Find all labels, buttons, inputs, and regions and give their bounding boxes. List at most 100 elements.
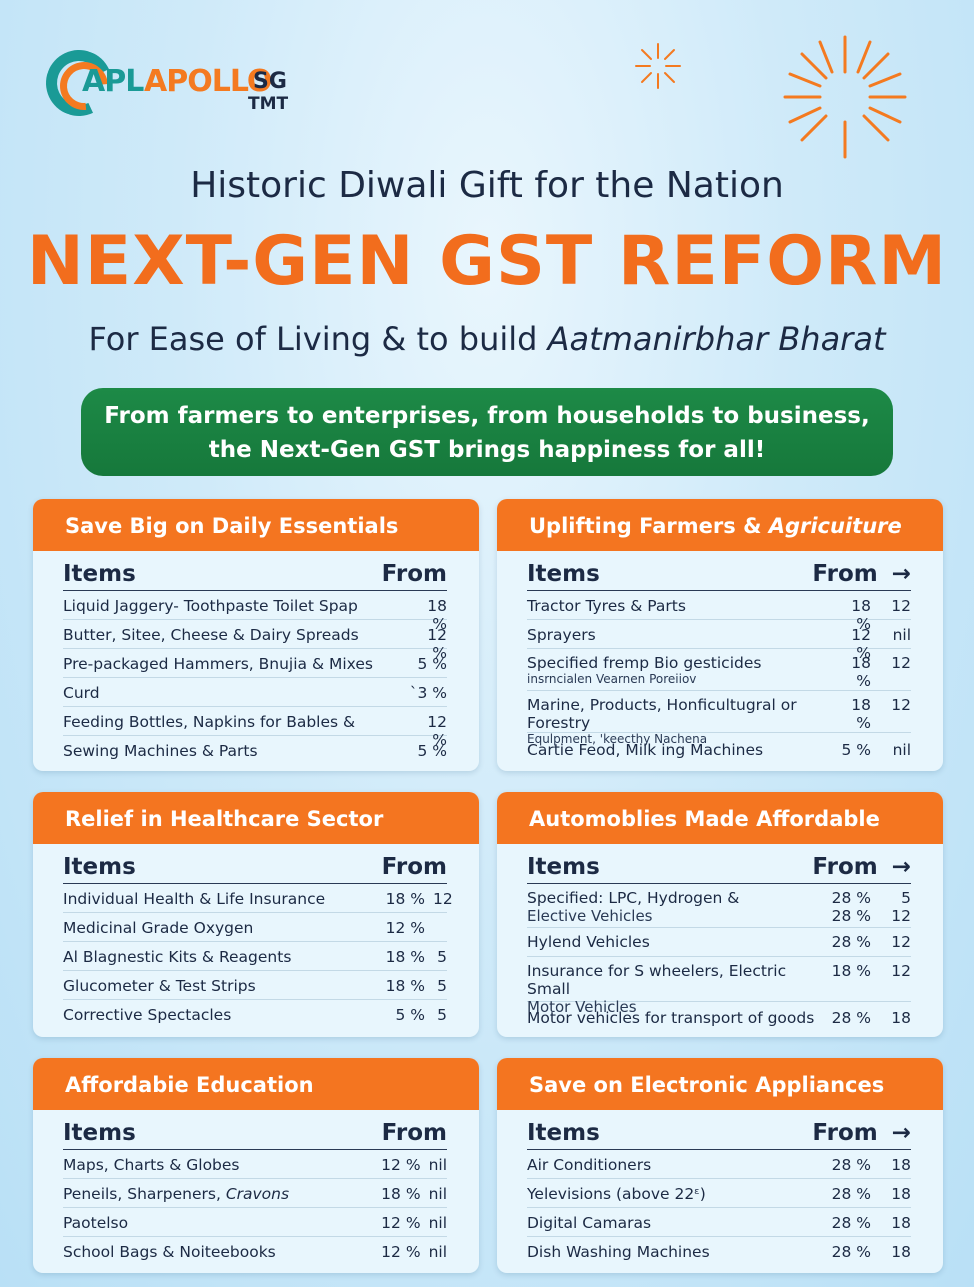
item-rate: 5 % xyxy=(841,741,871,759)
items-header: Items xyxy=(63,1120,136,1146)
from-header: From → xyxy=(812,1120,911,1146)
item-name-main: Specified fremp Bio gesticides xyxy=(527,654,762,672)
item-rate: 18 % xyxy=(385,890,425,908)
table-row: Tractor Tyres & Parts 18 % 12 xyxy=(527,591,911,633)
item-new-rate: nil xyxy=(892,626,911,644)
table-row: School Bags & Noiteebooks 12 % nil xyxy=(63,1237,447,1266)
item-new-rate-2: 12 xyxy=(891,907,911,925)
item-rate: 12 % xyxy=(385,919,425,937)
table-row: Butter, Sitee, Cheese & Dairy Spreads 12 … xyxy=(63,620,447,662)
item-rate: 18 % xyxy=(851,654,871,690)
item-name: Pre-packaged Hammers, Bnujia & Mixes xyxy=(63,655,373,673)
item-name: Sewing Machines & Parts xyxy=(63,742,258,760)
item-name-italic: Cravons xyxy=(225,1185,290,1203)
item-name: Tractor Tyres & Parts xyxy=(527,597,686,615)
item-name: Peneils, Sharpeners, Cravons xyxy=(63,1185,381,1203)
table-row: Yelevisions (above 22ᵋ) 28 % 18 xyxy=(527,1179,911,1208)
item-rate: 18 % xyxy=(851,696,871,732)
table-row: Marine, Products, Honficultugral or Fore… xyxy=(527,691,911,746)
items-header: Items xyxy=(527,1120,600,1146)
table-row: Individual Health & Life Insurance 18 % 12 xyxy=(63,884,453,913)
item-new-rate: 18 xyxy=(891,1156,911,1174)
item-rate: 5 % xyxy=(417,655,447,673)
logo-sg-text: SG xyxy=(253,69,287,94)
from-header: From xyxy=(382,854,447,880)
item-new-rate xyxy=(433,919,447,937)
table-row: Glucometer & Test Strips 18 % 5 xyxy=(63,971,447,1000)
table-row: Medicinal Grade Oxygen 12 % xyxy=(63,913,447,942)
item-name-plain: Peneils, Sharpeners, xyxy=(63,1185,226,1203)
table-header: Items From → xyxy=(527,1110,911,1150)
table-row: Sewing Machines & Parts 5 % xyxy=(63,736,447,765)
item-new-rate: 12 xyxy=(891,933,911,951)
item-name: Maps, Charts & Globes xyxy=(63,1156,240,1174)
table-header: Items From xyxy=(63,1110,447,1150)
item-name-sub: insrncialen Vearnen Poreiiov xyxy=(527,672,697,686)
item-new-rate: 18 xyxy=(891,1243,911,1261)
item-name: Medicinal Grade Oxygen xyxy=(63,919,254,937)
subtitle-plain: For Ease of Living & to build xyxy=(88,320,548,358)
card-title: Save on Electronic Appliances xyxy=(497,1058,943,1110)
item-name: Insurance for S wheelers, Electric Small… xyxy=(527,962,827,1016)
item-new-rate: 5 12 xyxy=(871,889,911,925)
item-rate: 18 % xyxy=(385,977,425,995)
banner-line-2: the Next-Gen GST brings happiness for al… xyxy=(208,437,766,463)
from-label: From xyxy=(381,561,447,587)
item-name: Al Blagnestic Kits & Reagents xyxy=(63,948,292,966)
item-rate: 12 % xyxy=(381,1243,421,1261)
item-name: Glucometer & Test Strips xyxy=(63,977,256,995)
item-rate: 28 % xyxy=(831,1185,871,1203)
from-label: From xyxy=(381,1120,447,1146)
items-header: Items xyxy=(63,561,136,587)
item-new-rate: 12 xyxy=(891,597,911,615)
item-name: Yelevisions (above 22ᵋ) xyxy=(527,1185,706,1203)
item-new-rate: nil xyxy=(428,1214,447,1232)
item-rate: 12 % xyxy=(381,1156,421,1174)
item-new-rate: 5 xyxy=(437,1006,447,1024)
item-name-main: Marine, Products, Honficultugral or Fore… xyxy=(527,696,797,732)
item-new-rate: nil xyxy=(892,741,911,759)
item-new-rate: 12 xyxy=(433,890,453,908)
table-header: Items From → xyxy=(527,551,911,591)
item-rate-1: 28 % xyxy=(831,889,871,907)
item-new-rate: 18 xyxy=(891,1214,911,1232)
table-header: Items From → xyxy=(527,844,911,884)
table-row: Curd `3 % xyxy=(63,678,447,707)
item-name: Hylend Vehicles xyxy=(527,933,650,951)
item-name: Digital Camaras xyxy=(527,1214,652,1232)
item-name: School Bags & Noiteebooks xyxy=(63,1243,276,1261)
arrow-right-icon: → xyxy=(891,854,911,880)
item-new-rate: nil xyxy=(428,1243,447,1261)
table-header: Items From xyxy=(63,844,447,884)
headline-subtitle: For Ease of Living & to build Aatmanirbh… xyxy=(0,320,974,358)
item-name-sub: Equlpment, 'keecthy Nachena xyxy=(527,732,708,746)
table-row: Sprayers 12 % nil xyxy=(527,620,911,662)
item-name: Motor vehicles for transport of goods xyxy=(527,1009,815,1027)
table-row: Cartie Feod, Milk ing Machines 5 % nil xyxy=(527,733,911,763)
item-name-sub: Motor Vehicles xyxy=(527,998,637,1016)
card-daily-essentials: Save Big on Daily Essentials Items From … xyxy=(33,499,479,771)
item-name: Corrective Spectacles xyxy=(63,1006,232,1024)
table-row: Feeding Bottles, Napkins for Bables & 12 … xyxy=(63,707,447,749)
from-header: From → xyxy=(812,561,911,587)
item-name: Cartie Feod, Milk ing Machines xyxy=(527,741,764,759)
table-row: Peneils, Sharpeners, Cravons 18 % nil xyxy=(63,1179,447,1208)
item-new-rate: 12 xyxy=(891,654,911,672)
item-new-rate-1: 5 xyxy=(901,889,911,907)
item-rate-2: 28 % xyxy=(831,907,871,925)
item-new-rate: 18 xyxy=(891,1185,911,1203)
item-new-rate: 18 xyxy=(891,1009,911,1027)
table-row: Specified fremp Bio gesticides insrnciale… xyxy=(527,649,911,691)
item-rate: 12 % xyxy=(427,713,447,749)
items-header: Items xyxy=(527,561,600,587)
items-header: Items xyxy=(63,854,136,880)
logo-apl-text: APL xyxy=(82,64,144,99)
headline-title: Historic Diwali Gift for the Nation xyxy=(190,165,784,206)
table-header: Items From xyxy=(63,551,447,591)
item-name-sub: Elective Vehicles xyxy=(527,907,653,925)
item-new-rate: 12 xyxy=(891,962,911,980)
table-row: Insurance for S wheelers, Electric Small… xyxy=(527,957,911,1016)
table-row: Hylend Vehicles 28 % 12 xyxy=(527,928,911,957)
item-name: Paotelso xyxy=(63,1214,129,1232)
item-name: Individual Health & Life Insurance xyxy=(63,890,326,908)
